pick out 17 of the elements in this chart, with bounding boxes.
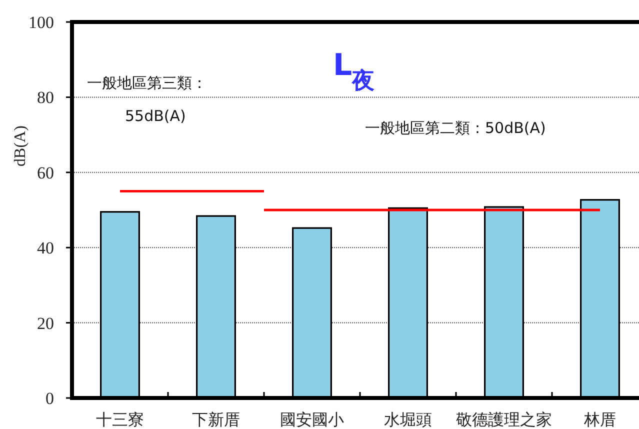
y-tick-label: 60 — [37, 163, 54, 182]
x-tick-label: 國安國小 — [280, 410, 344, 429]
x-tick-label: 下新厝 — [192, 410, 240, 429]
text: L$_{夜}$ — [333, 48, 376, 94]
y-tick-label: 0 — [46, 389, 54, 408]
y-tick-label: 100 — [28, 13, 54, 32]
x-tick-label: 林厝 — [583, 410, 616, 429]
x-tick-label: 十三寮 — [96, 410, 144, 429]
x-tick-label: 敬德護理之家 — [456, 410, 552, 429]
y-tick-label: 20 — [37, 314, 54, 333]
annotation: 一般地區第三類： — [87, 74, 207, 92]
y-axis-title: dB(A) — [12, 126, 29, 166]
y-tick-label: 80 — [37, 88, 54, 108]
annotation: 55dB(A) — [125, 107, 186, 125]
x-tick-label: 水堀頭 — [384, 410, 432, 429]
y-tick-label: 40 — [37, 238, 54, 258]
annotation: 一般地區第二類：50dB(A) — [365, 119, 546, 137]
